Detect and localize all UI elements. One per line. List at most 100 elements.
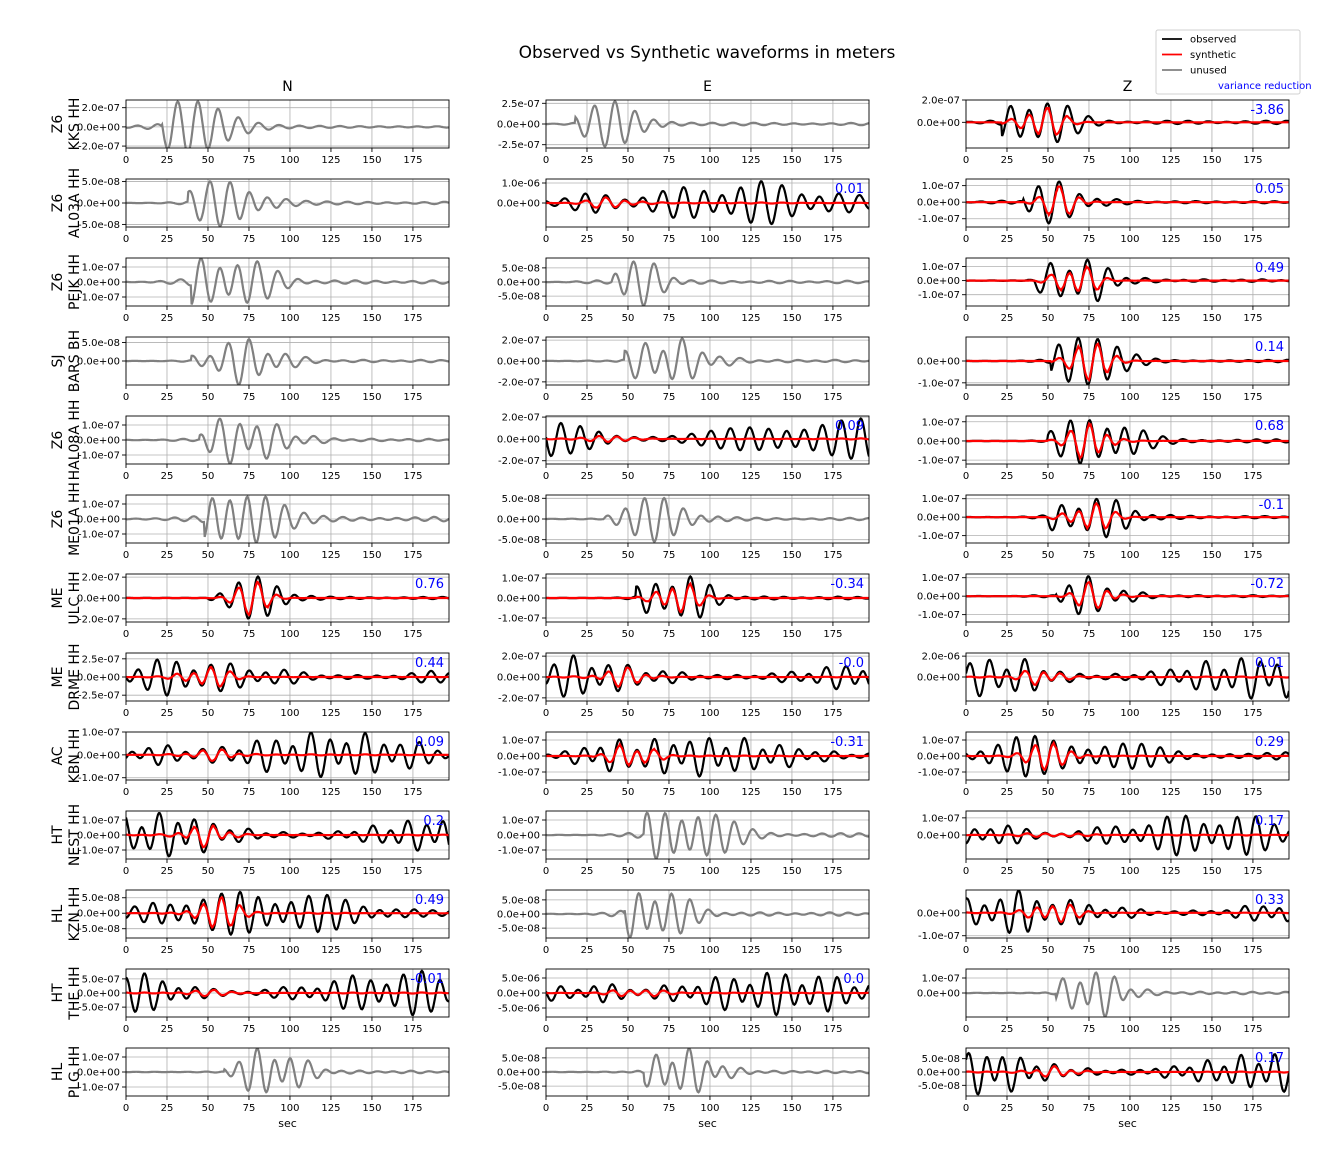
station-network-label: HT bbox=[50, 983, 66, 1003]
panel-n: -1.0e-07 0.0e+00 1.0e-07 0 25 50 75 100 125 150 17… bbox=[77, 494, 450, 561]
panel-frame bbox=[965, 257, 1290, 307]
x-tick-label: 25 bbox=[581, 155, 594, 166]
y-tick-label: -5.0e-08 bbox=[498, 924, 540, 935]
station-network-label: ME bbox=[50, 667, 66, 688]
x-tick-label: 175 bbox=[823, 155, 842, 166]
unused-trace bbox=[126, 100, 449, 148]
y-tick-label: -2.5e-07 bbox=[78, 691, 120, 702]
y-tick-label: -2.0e-07 bbox=[498, 377, 540, 388]
x-tick-label: 125 bbox=[1161, 313, 1180, 324]
x-tick-label: 150 bbox=[1202, 550, 1221, 561]
synthetic-trace bbox=[126, 824, 449, 849]
x-tick-label: 50 bbox=[1042, 787, 1055, 798]
x-tick-label: 50 bbox=[202, 787, 215, 798]
x-tick-label: 175 bbox=[403, 155, 422, 166]
y-tick-label: -1.0e-07 bbox=[78, 846, 120, 857]
x-tick-label: 75 bbox=[663, 313, 676, 324]
x-tick-label: 175 bbox=[1243, 787, 1262, 798]
x-tick-label: 125 bbox=[741, 234, 760, 245]
x-tick-label: 0 bbox=[543, 629, 549, 640]
x-tick-label: 150 bbox=[1202, 1103, 1221, 1114]
variance-reduction-label: -0.0 bbox=[839, 656, 864, 671]
unused-trace bbox=[546, 811, 869, 859]
y-tick-label: 2.0e-07 bbox=[502, 336, 540, 347]
x-tick-label: 75 bbox=[243, 787, 256, 798]
y-tick-label: 1.0e-07 bbox=[82, 500, 120, 511]
x-tick-label: 0 bbox=[963, 313, 969, 324]
x-tick-label: 100 bbox=[1120, 234, 1139, 245]
x-tick-label: 150 bbox=[782, 1103, 801, 1114]
y-tick-label: 1.0e-07 bbox=[502, 574, 540, 585]
synthetic-trace bbox=[546, 581, 869, 614]
station-name-label: KBN HH bbox=[67, 729, 83, 784]
y-tick-label: 0.0e+00 bbox=[77, 1068, 120, 1079]
x-tick-label: 25 bbox=[161, 550, 174, 561]
y-tick-label: 0.0e+00 bbox=[917, 989, 960, 1000]
x-tick-label: 125 bbox=[741, 313, 760, 324]
x-tick-label: 175 bbox=[403, 550, 422, 561]
y-tick-label: -1.0e-07 bbox=[78, 293, 120, 304]
x-tick-label: 125 bbox=[321, 471, 340, 482]
x-tick-label: 0 bbox=[123, 155, 129, 166]
x-tick-label: 150 bbox=[362, 313, 381, 324]
x-tick-label: 25 bbox=[581, 787, 594, 798]
unused-trace bbox=[546, 100, 869, 148]
x-tick-label: 25 bbox=[161, 313, 174, 324]
x-tick-label: 25 bbox=[1001, 866, 1014, 877]
x-tick-label: 100 bbox=[280, 708, 299, 719]
x-tick-label: 0 bbox=[123, 1024, 129, 1035]
y-tick-label: 5.0e-08 bbox=[922, 1054, 960, 1065]
y-tick-label: -2.0e-07 bbox=[78, 142, 120, 153]
x-tick-label: 25 bbox=[581, 945, 594, 956]
panel-z: -1.0e-07 0.0e+00 1.0e-07 0 25 50 75 100 125 150 17… bbox=[917, 573, 1290, 640]
unused-trace bbox=[546, 337, 869, 381]
y-tick-label: 0.0e+00 bbox=[77, 436, 120, 447]
station-network-label: AC bbox=[50, 746, 66, 765]
station-row-me-ulc: ME ULC HH-2.0e-07 0.0e+00 2.0e-07 0 25 50 75 100… bbox=[50, 571, 1290, 640]
x-tick-label: 0 bbox=[543, 866, 549, 877]
y-tick-label: -1.0e-07 bbox=[918, 456, 960, 467]
x-tick-label: 75 bbox=[1083, 787, 1096, 798]
legend-label: observed bbox=[1190, 35, 1236, 46]
y-tick-label: 0.0e+00 bbox=[497, 357, 540, 368]
panel-n: -5.0e-08 0.0e+00 5.0e-08 0 25 50 75 100 125 150 17… bbox=[77, 177, 450, 245]
x-tick-label: 100 bbox=[280, 629, 299, 640]
panel-n: -5.0e-08 0.0e+00 5.0e-08 0 25 50 75 100 125 150 17… bbox=[77, 889, 450, 956]
x-tick-label: 0 bbox=[543, 550, 549, 561]
x-tick-label: 0 bbox=[963, 1103, 969, 1114]
y-tick-label: 0.0e+00 bbox=[77, 199, 120, 210]
x-tick-label: 25 bbox=[581, 1024, 594, 1035]
x-tick-label: 75 bbox=[243, 392, 256, 403]
y-tick-label: -5.0e-07 bbox=[78, 1003, 120, 1014]
y-tick-label: 0.0e+00 bbox=[917, 831, 960, 842]
x-tick-label: 125 bbox=[1161, 787, 1180, 798]
x-tick-label: 100 bbox=[280, 945, 299, 956]
synthetic-trace bbox=[126, 895, 449, 930]
station-network-label: Z6 bbox=[50, 273, 66, 292]
x-tick-label: 25 bbox=[161, 866, 174, 877]
x-tick-label: 125 bbox=[741, 1024, 760, 1035]
x-tick-label: 50 bbox=[202, 234, 215, 245]
x-tick-label: 175 bbox=[403, 787, 422, 798]
x-tick-label: 100 bbox=[1120, 471, 1139, 482]
y-tick-label: -1.0e-07 bbox=[918, 378, 960, 389]
x-tick-label: 25 bbox=[581, 1103, 594, 1114]
variance-reduction-label: 0.29 bbox=[1255, 735, 1284, 750]
y-tick-label: 2.0e-07 bbox=[922, 96, 960, 107]
y-tick-label: 1.0e-06 bbox=[502, 179, 540, 190]
x-tick-label: 25 bbox=[1001, 234, 1014, 245]
x-tick-label: 100 bbox=[280, 313, 299, 324]
x-tick-label: 150 bbox=[782, 945, 801, 956]
x-tick-label: 50 bbox=[202, 629, 215, 640]
variance-reduction-label: -0.31 bbox=[830, 735, 864, 750]
x-tick-label: 100 bbox=[700, 392, 719, 403]
x-tick-label: 150 bbox=[782, 550, 801, 561]
x-tick-label: 125 bbox=[321, 708, 340, 719]
synthetic-trace bbox=[966, 1065, 1289, 1078]
variance-reduction-label: 0.17 bbox=[1255, 814, 1284, 829]
legend-entry-observed: observed bbox=[1162, 35, 1236, 46]
x-tick-label: 175 bbox=[1243, 945, 1262, 956]
x-tick-label: 0 bbox=[543, 787, 549, 798]
y-tick-label: 0.0e+00 bbox=[77, 831, 120, 842]
x-tick-label: 175 bbox=[823, 234, 842, 245]
